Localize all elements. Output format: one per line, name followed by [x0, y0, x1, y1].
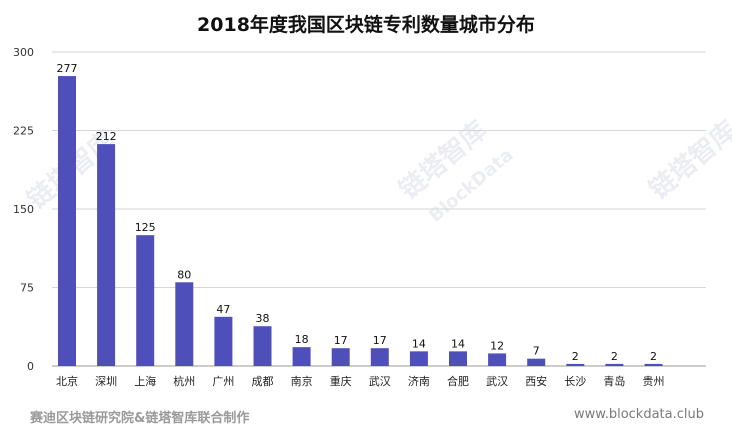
x-tick-label: 贵州 — [643, 375, 665, 388]
y-tick-label: 300 — [13, 46, 34, 59]
x-tick-label: 上海 — [134, 374, 156, 388]
x-tick-label: 北京 — [56, 374, 78, 388]
data-label: 14 — [412, 337, 426, 350]
x-tick-label: 南京 — [291, 374, 313, 388]
bar — [644, 363, 663, 366]
grid-layer — [52, 51, 706, 288]
bar — [58, 76, 76, 366]
bar — [488, 353, 507, 366]
bar — [449, 351, 467, 366]
bar — [527, 358, 546, 366]
x-tick-label: 武汉 — [486, 375, 508, 388]
footer-url[interactable]: www.blockdata.club — [574, 407, 704, 422]
bar — [566, 363, 585, 366]
bar — [370, 348, 389, 366]
bar — [97, 144, 116, 366]
y-tick-label: 225 — [13, 125, 34, 138]
footer: 赛迪区块链研究院&链塔智库联合制作 www.blockdata.club — [0, 404, 732, 428]
x-tick-label: 成都 — [252, 375, 274, 388]
x-tick-label: 合肥 — [447, 374, 469, 388]
data-label: 2 — [572, 350, 579, 363]
label-layer: 277北京212深圳125上海80杭州47广州38成都18南京17重庆17武汉1… — [56, 62, 665, 388]
x-tick-label: 青岛 — [603, 374, 625, 388]
bar — [175, 282, 194, 366]
chart-title: 2018年度我国区块链专利数量城市分布 — [197, 14, 535, 36]
x-tick-label: 长沙 — [564, 375, 586, 388]
data-label: 12 — [490, 339, 504, 352]
bar — [331, 348, 350, 366]
bar — [292, 347, 311, 366]
y-tick-label: 150 — [13, 203, 34, 216]
bar — [214, 316, 233, 366]
x-tick-label: 济南 — [408, 374, 430, 388]
y-tick-label: 0 — [27, 360, 34, 373]
data-label: 14 — [451, 337, 465, 350]
x-tick-label: 广州 — [212, 375, 234, 388]
data-label: 125 — [135, 221, 156, 234]
bar — [136, 235, 155, 366]
data-label: 18 — [295, 333, 309, 346]
x-tick-label: 武汉 — [369, 375, 391, 388]
data-label: 7 — [533, 345, 540, 358]
x-tick-label: 杭州 — [173, 374, 195, 388]
bar — [409, 351, 428, 366]
bar — [605, 363, 624, 366]
data-label: 80 — [177, 268, 191, 281]
data-label: 17 — [334, 334, 348, 347]
footer-source: 赛迪区块链研究院&链塔智库联合制作 — [30, 411, 250, 426]
x-tick-label: 深圳 — [95, 375, 117, 388]
data-label: 17 — [373, 334, 387, 347]
x-tick-label: 西安 — [525, 374, 547, 388]
data-label: 47 — [216, 303, 230, 316]
y-tick-label: 75 — [20, 282, 34, 295]
bar — [253, 326, 272, 366]
bar-layer — [58, 76, 663, 366]
data-label: 2 — [650, 350, 657, 363]
data-label: 277 — [57, 62, 78, 75]
x-tick-label: 重庆 — [330, 374, 352, 388]
data-label: 38 — [256, 312, 270, 325]
data-label: 212 — [96, 130, 117, 143]
data-label: 2 — [611, 350, 618, 363]
